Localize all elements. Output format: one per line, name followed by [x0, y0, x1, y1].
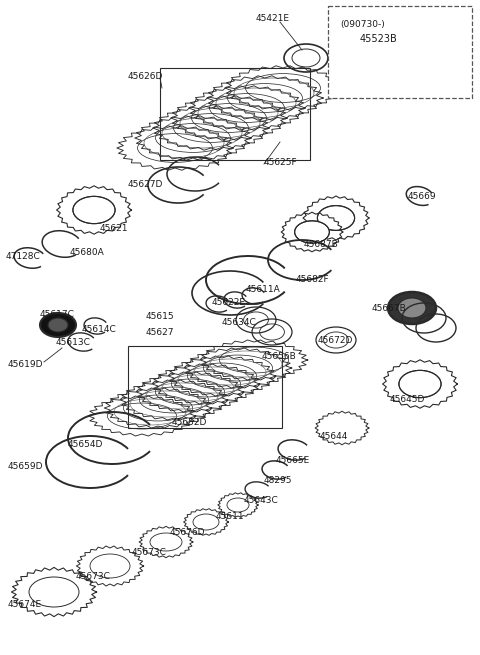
Text: 45617C: 45617C — [40, 310, 75, 319]
Text: 45659D: 45659D — [8, 462, 44, 471]
Text: 45682F: 45682F — [296, 275, 330, 284]
Text: 45644: 45644 — [320, 432, 348, 441]
Text: 45622E: 45622E — [212, 298, 246, 307]
Text: 48295: 48295 — [264, 476, 292, 485]
Text: 45627D: 45627D — [128, 180, 163, 189]
Text: 45687B: 45687B — [304, 240, 339, 249]
Text: 45673C: 45673C — [132, 548, 167, 557]
Text: 45619D: 45619D — [8, 360, 44, 369]
Ellipse shape — [399, 370, 441, 398]
Text: 45654D: 45654D — [68, 440, 103, 449]
Text: 45611: 45611 — [216, 512, 245, 521]
Text: 45652D: 45652D — [172, 418, 207, 427]
Text: 45680A: 45680A — [70, 248, 105, 257]
Text: 45626D: 45626D — [128, 72, 163, 81]
Text: 45669: 45669 — [408, 192, 437, 201]
Ellipse shape — [295, 221, 329, 243]
Text: 45421E: 45421E — [256, 14, 290, 23]
Ellipse shape — [40, 313, 76, 337]
Text: 45621: 45621 — [100, 224, 129, 233]
Text: 45611A: 45611A — [246, 285, 281, 294]
Ellipse shape — [48, 318, 68, 332]
Text: 45625F: 45625F — [264, 158, 298, 167]
Text: (090730-): (090730-) — [340, 20, 385, 29]
Text: 45672D: 45672D — [318, 336, 353, 345]
Text: 45634C: 45634C — [222, 318, 257, 327]
FancyBboxPatch shape — [328, 6, 472, 98]
Text: 45615: 45615 — [146, 312, 175, 321]
Text: 45656B: 45656B — [262, 352, 297, 361]
Text: 45665E: 45665E — [276, 456, 310, 465]
Text: 45645D: 45645D — [390, 395, 425, 404]
Text: 45627: 45627 — [146, 328, 175, 337]
Ellipse shape — [398, 298, 426, 318]
Ellipse shape — [317, 206, 355, 231]
Text: 45643C: 45643C — [244, 496, 279, 505]
Text: 45673C: 45673C — [76, 572, 111, 581]
Text: 45667B: 45667B — [372, 304, 407, 313]
Bar — [160, 68, 310, 160]
Ellipse shape — [388, 292, 436, 324]
Ellipse shape — [73, 196, 115, 223]
Text: 45613C: 45613C — [56, 338, 91, 347]
Text: 47128C: 47128C — [6, 252, 41, 261]
Text: 45676D: 45676D — [170, 528, 205, 537]
Text: 45614C: 45614C — [82, 325, 117, 334]
Text: 45674E: 45674E — [8, 600, 42, 609]
Bar — [128, 346, 282, 428]
Text: 45523B: 45523B — [360, 34, 398, 44]
